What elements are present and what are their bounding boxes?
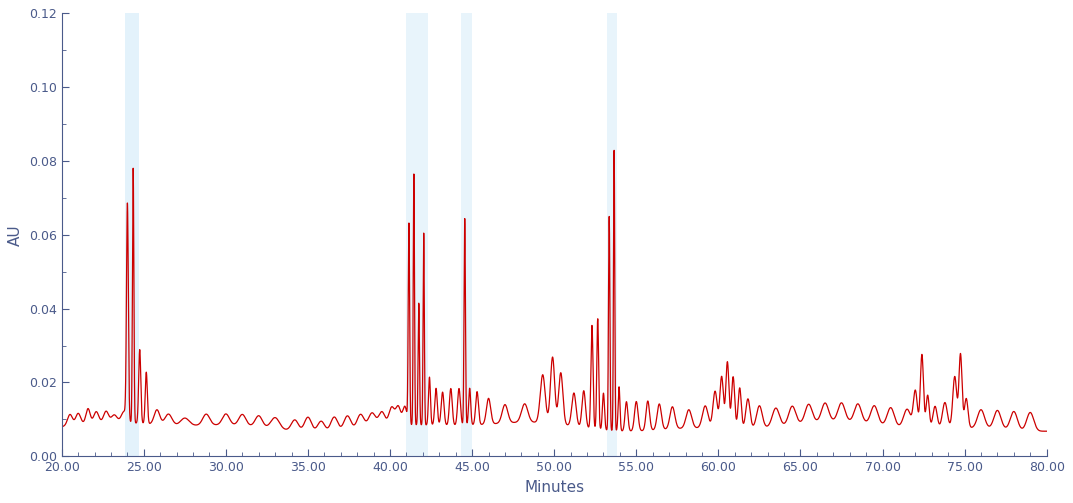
X-axis label: Minutes: Minutes (524, 480, 585, 494)
Bar (606, 14, 617, 456)
Bar (407, 14, 428, 456)
Bar (461, 14, 472, 456)
Bar (124, 14, 138, 456)
Y-axis label: AU: AU (9, 224, 24, 245)
